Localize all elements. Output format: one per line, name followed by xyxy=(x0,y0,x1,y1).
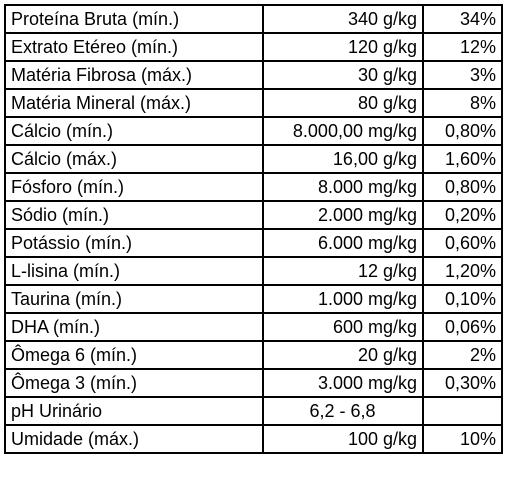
nutrient-name: Taurina (mín.) xyxy=(4,284,264,314)
nutrient-percent: 2% xyxy=(422,340,503,370)
table-row: Umidade (máx.) 100 g/kg 10% xyxy=(4,424,503,454)
nutrient-value: 1.000 mg/kg xyxy=(262,284,424,314)
nutrient-percent: 0,30% xyxy=(422,368,503,398)
nutrient-percent: 0,20% xyxy=(422,200,503,230)
table-row: Cálcio (máx.) 16,00 g/kg 1,60% xyxy=(4,144,503,174)
table-row: Ômega 3 (mín.) 3.000 mg/kg 0,30% xyxy=(4,368,503,398)
table-row: pH Urinário 6,2 - 6,8 xyxy=(4,396,503,426)
nutrient-value: 8.000,00 mg/kg xyxy=(262,116,424,146)
nutrient-name: Extrato Etéreo (mín.) xyxy=(4,32,264,62)
nutrient-value: 20 g/kg xyxy=(262,340,424,370)
table-row: Matéria Mineral (máx.) 80 g/kg 8% xyxy=(4,88,503,118)
nutrient-name: DHA (mín.) xyxy=(4,312,264,342)
nutrient-value: 6,2 - 6,8 xyxy=(262,396,424,426)
table-row: Taurina (mín.) 1.000 mg/kg 0,10% xyxy=(4,284,503,314)
nutrient-value: 16,00 g/kg xyxy=(262,144,424,174)
nutrient-percent: 1,20% xyxy=(422,256,503,286)
table-row: Proteína Bruta (mín.) 340 g/kg 34% xyxy=(4,4,503,34)
nutrient-percent: 3% xyxy=(422,60,503,90)
nutrient-name: Cálcio (máx.) xyxy=(4,144,264,174)
nutrient-percent: 0,80% xyxy=(422,116,503,146)
nutrient-value: 3.000 mg/kg xyxy=(262,368,424,398)
table-row: Extrato Etéreo (mín.) 120 g/kg 12% xyxy=(4,32,503,62)
table-row: Sódio (mín.) 2.000 mg/kg 0,20% xyxy=(4,200,503,230)
table-row: Matéria Fibrosa (máx.) 30 g/kg 3% xyxy=(4,60,503,90)
nutrient-percent: 34% xyxy=(422,4,503,34)
nutrient-value: 12 g/kg xyxy=(262,256,424,286)
nutrient-percent: 0,80% xyxy=(422,172,503,202)
nutrient-table-body: Proteína Bruta (mín.) 340 g/kg 34% Extra… xyxy=(4,4,503,454)
nutrient-value: 80 g/kg xyxy=(262,88,424,118)
nutrient-name: Proteína Bruta (mín.) xyxy=(4,4,264,34)
nutrient-name: Matéria Mineral (máx.) xyxy=(4,88,264,118)
nutrient-value: 340 g/kg xyxy=(262,4,424,34)
nutrient-value: 8.000 mg/kg xyxy=(262,172,424,202)
nutrient-name: L-lisina (mín.) xyxy=(4,256,264,286)
table-row: Fósforo (mín.) 8.000 mg/kg 0,80% xyxy=(4,172,503,202)
nutrient-table: Proteína Bruta (mín.) 340 g/kg 34% Extra… xyxy=(4,4,503,454)
table-row: Cálcio (mín.) 8.000,00 mg/kg 0,80% xyxy=(4,116,503,146)
nutrient-percent: 10% xyxy=(422,424,503,454)
nutrient-percent: 0,06% xyxy=(422,312,503,342)
nutrient-name: pH Urinário xyxy=(4,396,264,426)
nutrient-name: Umidade (máx.) xyxy=(4,424,264,454)
nutrient-name: Sódio (mín.) xyxy=(4,200,264,230)
nutrient-name: Ômega 3 (mín.) xyxy=(4,368,264,398)
nutrient-value: 120 g/kg xyxy=(262,32,424,62)
table-row: Potássio (mín.) 6.000 mg/kg 0,60% xyxy=(4,228,503,258)
nutrient-percent: 0,60% xyxy=(422,228,503,258)
nutrient-value: 600 mg/kg xyxy=(262,312,424,342)
nutrient-percent xyxy=(422,396,503,426)
table-row: L-lisina (mín.) 12 g/kg 1,20% xyxy=(4,256,503,286)
nutrient-value: 6.000 mg/kg xyxy=(262,228,424,258)
nutrient-percent: 0,10% xyxy=(422,284,503,314)
table-row: Ômega 6 (mín.) 20 g/kg 2% xyxy=(4,340,503,370)
nutrient-name: Cálcio (mín.) xyxy=(4,116,264,146)
table-row: DHA (mín.) 600 mg/kg 0,06% xyxy=(4,312,503,342)
nutrient-percent: 8% xyxy=(422,88,503,118)
nutrient-value: 30 g/kg xyxy=(262,60,424,90)
nutrient-value: 2.000 mg/kg xyxy=(262,200,424,230)
nutrient-name: Matéria Fibrosa (máx.) xyxy=(4,60,264,90)
nutrient-name: Fósforo (mín.) xyxy=(4,172,264,202)
nutrient-percent: 1,60% xyxy=(422,144,503,174)
nutrient-name: Ômega 6 (mín.) xyxy=(4,340,264,370)
nutrient-value: 100 g/kg xyxy=(262,424,424,454)
nutrient-percent: 12% xyxy=(422,32,503,62)
nutrient-name: Potássio (mín.) xyxy=(4,228,264,258)
